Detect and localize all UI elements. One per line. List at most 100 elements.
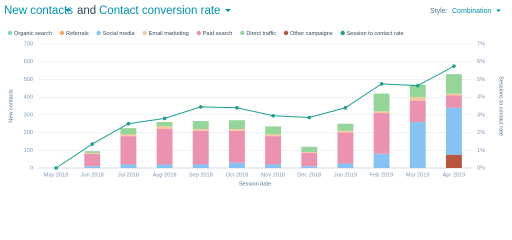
bar-segment <box>265 136 282 165</box>
bar-segment <box>337 163 354 168</box>
legend-label: Direct traffic <box>246 31 276 37</box>
legend-swatch <box>283 30 289 36</box>
x-tick-label: Jun 2018 <box>81 172 104 178</box>
bar-segment <box>228 120 245 130</box>
bar-segment <box>445 74 462 94</box>
bar-segment <box>156 126 173 130</box>
legend-label: Email marketing <box>149 31 189 37</box>
y2-tick-label: 3% <box>477 112 485 118</box>
legend-label: Session to contact rate <box>347 31 404 37</box>
x-tick-label: Nov 2018 <box>261 172 285 178</box>
line-point <box>343 105 348 110</box>
x-tick-label: Mar 2019 <box>406 172 430 178</box>
bar-segment <box>337 123 354 131</box>
caret <box>225 9 231 12</box>
chart: New contacts and Contact conversion rate… <box>4 5 504 187</box>
bar-segment <box>373 153 390 168</box>
x-tick-label: Feb 2019 <box>370 172 394 178</box>
bar-segment <box>84 152 101 154</box>
bar-segment <box>192 129 209 131</box>
bar-segment <box>228 162 245 168</box>
bar-segment <box>301 166 318 168</box>
y2-tick-label: 1% <box>477 148 485 154</box>
line-point <box>90 142 95 146</box>
bar-segment <box>409 97 426 101</box>
line-point <box>162 116 167 121</box>
line-point <box>54 166 58 170</box>
style-select[interactable]: Combination <box>452 8 491 15</box>
bar-segment <box>301 146 318 153</box>
bar-segment <box>265 164 282 168</box>
metric-select[interactable]: New contacts <box>4 5 73 17</box>
y2-tick-label: 2% <box>477 130 485 136</box>
bar-segment <box>409 100 426 122</box>
legend-swatch <box>142 30 147 36</box>
x-tick-label: Jul 2018 <box>118 172 139 178</box>
bar-segment <box>445 93 462 96</box>
bar-segment <box>120 128 137 135</box>
y-tick-label: 600 <box>24 59 33 65</box>
y2-tick-label: 6% <box>477 59 485 65</box>
bar-segment <box>409 121 426 168</box>
bar-segment <box>301 152 318 153</box>
bar-segment <box>120 134 137 137</box>
bar-segment <box>156 129 173 165</box>
x-tick-label: Oct 2018 <box>226 172 249 178</box>
y-tick-label: 400 <box>24 95 33 101</box>
y-tick-label: 100 <box>24 148 33 154</box>
bar-segment <box>228 130 245 163</box>
line-point <box>379 82 384 86</box>
x-tick-label: May 2018 <box>44 172 69 178</box>
line <box>55 65 455 169</box>
bar-segment <box>192 164 209 168</box>
x-tick-label: Dec 2018 <box>297 172 321 178</box>
bar-segment <box>156 121 173 127</box>
legend-swatch <box>7 30 13 36</box>
bar-segment <box>445 154 462 168</box>
bar-segment <box>373 93 390 112</box>
y2-axis-title: Sessions to contact rate <box>498 76 504 136</box>
bar-segment <box>120 164 137 168</box>
bar-segment <box>265 126 282 135</box>
legend-label: Referrals <box>66 31 89 37</box>
legend-swatch <box>96 30 101 36</box>
bar-segment <box>84 166 101 168</box>
legend-swatch <box>340 30 345 36</box>
y-tick-label: 300 <box>24 112 33 118</box>
y2-tick-label: 0% <box>477 165 485 171</box>
metric-select[interactable]: Contact conversion rate <box>99 5 220 17</box>
bar-segment <box>337 132 354 164</box>
y-tick-label: 500 <box>24 77 33 83</box>
legend-swatch <box>59 30 65 36</box>
bar-segment <box>409 84 426 98</box>
bar-segment <box>373 111 390 114</box>
bar-segment <box>445 107 462 155</box>
legend-swatch <box>196 30 201 36</box>
x-tick-label: Sep 2018 <box>189 172 213 178</box>
line-point <box>452 64 456 68</box>
bar-segment <box>373 113 390 154</box>
x-tick-label: Apr 2019 <box>443 172 466 178</box>
line-point <box>198 105 203 109</box>
y2-tick-label: 7% <box>477 41 485 47</box>
legend-label: Organic search <box>14 31 52 37</box>
bar-segment <box>156 164 173 168</box>
x-tick-label: Aug 2018 <box>153 172 177 178</box>
line-point <box>307 115 312 120</box>
line-point <box>126 121 131 126</box>
legend-label: Other campaigns <box>290 31 333 37</box>
bar-segment <box>84 151 101 153</box>
bar-segment <box>337 130 354 133</box>
x-axis-title: Session date <box>239 181 271 187</box>
line-point <box>271 113 275 118</box>
y-axis-title: New contacts <box>8 89 14 123</box>
legend-label: Paid search <box>203 31 233 37</box>
bar-segment <box>301 152 318 167</box>
style-label: Style: <box>430 8 448 15</box>
caret <box>65 9 71 12</box>
bar-segment <box>265 134 282 137</box>
joiner: and <box>77 5 96 17</box>
bar-segment <box>120 136 137 165</box>
y2-tick-label: 5% <box>477 77 485 83</box>
x-tick-label: Jan 2019 <box>334 172 357 178</box>
